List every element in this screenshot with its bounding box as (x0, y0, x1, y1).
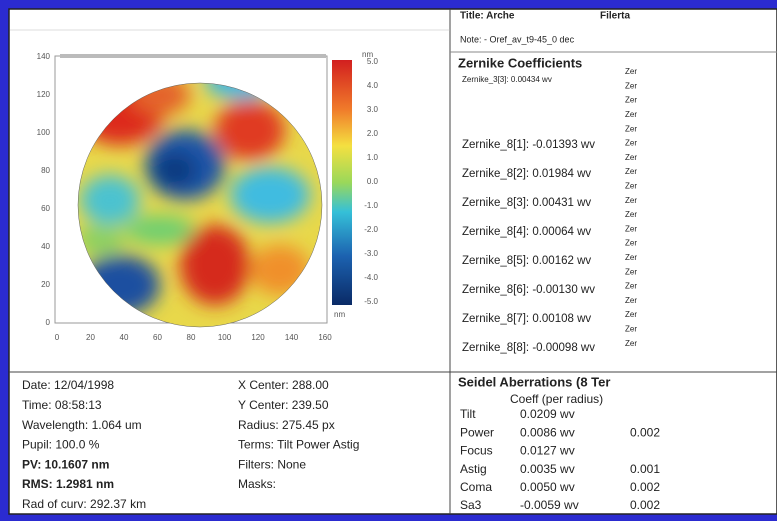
seidel-cell: 0.002 (630, 498, 660, 512)
zernike-heading: Zernike Coefficients (458, 55, 582, 70)
detail: X Center: 288.00 (238, 378, 329, 392)
zer-label: Zer (625, 96, 637, 105)
seidel-subheading: Coeff (per radius) (510, 392, 603, 406)
detail: Filters: None (238, 457, 306, 471)
y-tick-label: 60 (41, 204, 50, 213)
zer-label: Zer (625, 153, 637, 162)
zer-label: Zer (625, 110, 637, 119)
zer-label: Zer (625, 239, 637, 248)
detail: Y Center: 239.50 (238, 398, 329, 412)
detail: Terms: Tilt Power Astig (238, 438, 359, 452)
zer-label: Zer (625, 282, 637, 291)
y-tick-label: 0 (46, 318, 51, 327)
scale-label: 3.0 (367, 105, 379, 114)
seidel-cell: Focus (460, 444, 493, 458)
title: Title: Arche (460, 11, 515, 22)
detail: PV: 10.1607 nm (22, 457, 109, 471)
detail: Wavelength: 1.064 um (22, 418, 142, 432)
y-tick-label: 80 (41, 166, 50, 175)
y-tick-label: 100 (37, 128, 51, 137)
color-scale (332, 60, 352, 305)
x-tick-label: 120 (251, 333, 265, 342)
scale-label: 4.0 (367, 81, 379, 90)
x-tick-label: 20 (86, 333, 95, 342)
zer-label: Zer (625, 139, 637, 148)
zer-label: Zer (625, 267, 637, 276)
seidel-cell: 0.0127 wv (520, 444, 575, 458)
detail: Rad of curv: 292.37 km (22, 497, 146, 511)
x-tick-label: 100 (218, 333, 232, 342)
zer-label: Zer (625, 310, 637, 319)
x-tick-label: 140 (285, 333, 299, 342)
detail: Time: 08:58:13 (22, 398, 102, 412)
seidel-cell: Tilt (460, 407, 476, 421)
scale-label: -4.0 (364, 273, 378, 282)
seidel-cell: Sa3 (460, 498, 482, 512)
y-tick-label: 40 (41, 242, 50, 251)
seidel-cell: 0.001 (630, 462, 660, 476)
zer-label: Zer (625, 167, 637, 176)
seidel-cell: 0.002 (630, 425, 660, 439)
zer-label: Zer (625, 81, 637, 90)
y-tick-label: 20 (41, 280, 50, 289)
scale-label: -1.0 (364, 201, 378, 210)
zernike-value: Zernike_8[4]: 0.00064 wv (462, 226, 591, 238)
map-bar (60, 54, 326, 58)
seidel-cell: 0.0086 wv (520, 425, 575, 439)
scale-label: 1.0 (367, 153, 379, 162)
zernike-first: Zernike_3[3]: 0.00434 wv (462, 75, 552, 84)
zernike-value: Zernike_8[6]: -0.00130 wv (462, 284, 595, 296)
seidel-cell: 0.0209 wv (520, 407, 575, 421)
zernike-value: Zernike_8[7]: 0.00108 wv (462, 313, 591, 325)
seidel-cell: 0.0050 wv (520, 480, 575, 494)
zernike-value: Zernike_8[1]: -0.01393 wv (462, 139, 595, 151)
seidel-cell: 0.0035 wv (520, 462, 575, 476)
seidel-cell: Power (460, 425, 494, 439)
zernike-value: Zernike_8[5]: 0.00162 wv (462, 255, 591, 267)
x-tick-label: 160 (318, 333, 332, 342)
y-tick-label: 120 (37, 90, 51, 99)
scale-label: -2.0 (364, 225, 378, 234)
x-tick-label: 80 (187, 333, 196, 342)
x-tick-label: 40 (120, 333, 129, 342)
zernike-value: Zernike_8[8]: -0.00098 wv (462, 342, 595, 354)
scale-label: -3.0 (364, 249, 378, 258)
detail: Pupil: 100.0 % (22, 438, 100, 452)
title-right: Filerta (600, 11, 630, 22)
y-tick-label: 140 (37, 52, 51, 61)
seidel-heading: Seidel Aberrations (8 Ter (458, 374, 610, 389)
unit-label: nm (334, 310, 345, 319)
zer-label: Zer (625, 182, 637, 191)
zer-label: Zer (625, 339, 637, 348)
zer-label: Zer (625, 210, 637, 219)
note: Note: - Oref_av_t9-45_0 dec (460, 34, 575, 44)
zer-label: Zer (625, 253, 637, 262)
zer-label: Zer (625, 124, 637, 133)
detail: Date: 12/04/1998 (22, 378, 114, 392)
detail: RMS: 1.2981 nm (22, 477, 114, 491)
zer-label: Zer (625, 224, 637, 233)
scale-label: 2.0 (367, 129, 379, 138)
zer-label: Zer (625, 67, 637, 76)
scale-label: 5.0 (367, 57, 379, 66)
seidel-cell: 0.002 (630, 480, 660, 494)
report-window: nm nm Title: Arche Filerta Note: - Oref_… (0, 0, 777, 521)
zer-label: Zer (625, 296, 637, 305)
seidel-cell: Coma (460, 480, 492, 494)
x-tick-label: 60 (153, 333, 162, 342)
scale-label: -5.0 (364, 297, 378, 306)
zer-label: Zer (625, 325, 637, 334)
report: nm nm Title: Arche Filerta Note: - Oref_… (0, 0, 777, 521)
seidel-cell: Astig (460, 462, 487, 476)
detail: Masks: (238, 477, 276, 491)
scale-label: 0.0 (367, 177, 379, 186)
seidel-cell: -0.0059 wv (520, 498, 579, 512)
detail: Radius: 275.45 px (238, 418, 335, 432)
zernike-value: Zernike_8[2]: 0.01984 wv (462, 168, 591, 180)
zernike-value: Zernike_8[3]: 0.00431 wv (462, 197, 591, 209)
zer-label: Zer (625, 196, 637, 205)
x-tick-label: 0 (55, 333, 60, 342)
